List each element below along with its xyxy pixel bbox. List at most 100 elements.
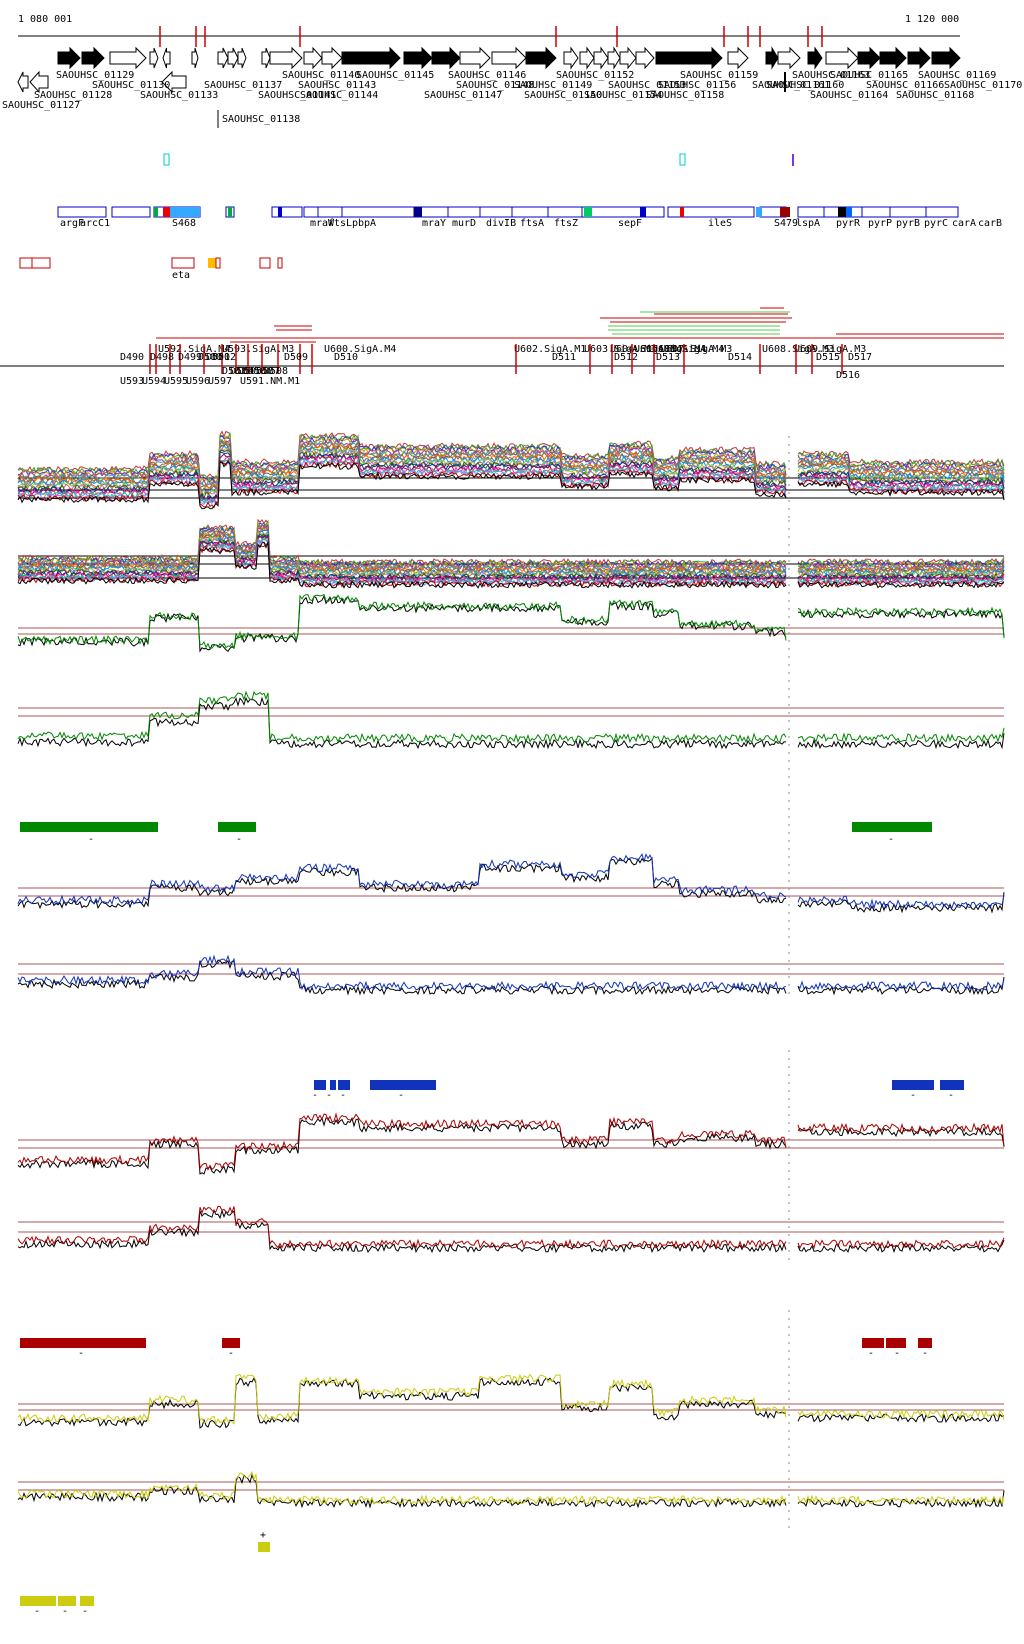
gene-arrow — [261, 47, 271, 69]
annotation-fill — [163, 207, 170, 217]
d-label: D512 — [614, 352, 638, 363]
region-sign-marker: - — [78, 1348, 84, 1359]
feature-marker — [163, 153, 170, 166]
annotation-label: S468 — [172, 218, 196, 229]
gene-label: SAOUHSC_01145 — [356, 70, 434, 81]
gene-arrow — [857, 46, 881, 70]
d-label: D505 — [238, 366, 262, 377]
region-sign-marker: - — [868, 1348, 874, 1359]
expression-profile-yellow — [17, 1470, 1005, 1506]
region-sign-marker: - — [340, 1090, 346, 1101]
tss-label: U609.SigA.M3 — [794, 344, 866, 355]
gene-arrow — [162, 47, 171, 69]
gene-label: SAOUHSC_01150 — [524, 90, 602, 101]
expression-profile — [17, 460, 1005, 510]
expression-profile-reference — [17, 1208, 1005, 1254]
expression-profile-reference — [17, 1473, 1005, 1509]
region-sign-marker: - — [312, 1090, 318, 1101]
expression-profile — [17, 453, 1005, 502]
gene-label: SAOUHSC_01160 — [766, 80, 844, 91]
gene-label: SAOUHSC_01143 — [298, 80, 376, 91]
region-block-red — [222, 1338, 240, 1348]
gene-arrow — [321, 46, 343, 70]
annotation-fill — [780, 207, 790, 217]
expression-profile-reference — [17, 856, 1005, 914]
annotation-label: mraW — [310, 218, 335, 229]
gene-arrow — [563, 46, 579, 70]
gene-arrow — [491, 46, 527, 70]
gene-arrow — [619, 46, 637, 70]
annotation-label: pyrR — [836, 218, 861, 229]
region-block-yellow — [20, 1596, 56, 1606]
tss-label: U608.SigA.M3 — [762, 344, 834, 355]
annotation-label: sepF — [618, 218, 642, 229]
annotation-box — [581, 206, 665, 218]
tss-label: U602.SigA.M1 — [514, 344, 586, 355]
gene-arrow — [459, 46, 491, 70]
region-sign-marker: - — [948, 1090, 954, 1101]
tss-label: U605.SigA.M4 — [634, 344, 706, 355]
gene-arrow — [579, 46, 595, 70]
expression-profile-reference — [17, 1376, 1005, 1429]
gene-label: SAOUHSC_01149 — [514, 80, 592, 91]
small-rna-box — [208, 258, 216, 268]
region-sign-marker: - — [910, 1090, 916, 1101]
annotation-fill — [838, 207, 846, 217]
expression-profile — [17, 459, 1005, 508]
tss-label: U595 — [164, 376, 188, 387]
gene-label: SAOUHSC_01169 — [918, 70, 996, 81]
region-sign-marker: - — [82, 1606, 88, 1617]
annotation-box — [547, 206, 583, 218]
annotation-fill — [756, 207, 762, 217]
tss-label: U606.SigA.M4 — [652, 344, 724, 355]
coordinate-start-label: 1 080 001 — [18, 14, 72, 25]
annotation-box — [511, 206, 549, 218]
gene-label: SAOUHSC_01170 — [944, 80, 1022, 91]
annotation-fill — [680, 207, 684, 217]
d-label: D515 — [816, 352, 840, 363]
annotation-box — [317, 206, 343, 218]
gene-arrow — [593, 46, 609, 70]
coordinate-end-label: 1 120 000 — [905, 14, 959, 25]
gene-arrow — [217, 47, 229, 69]
gene-label: SAOUHSC_01141 — [258, 90, 336, 101]
gene-arrow — [931, 46, 961, 70]
tss-label: U603.SigA.M3 — [584, 344, 656, 355]
gene-label: SAOUHSC_01158 — [646, 90, 724, 101]
gene-label: SAOUHSC_01159 — [680, 70, 758, 81]
annotation-fill — [154, 207, 158, 217]
region-block-blue — [940, 1080, 964, 1090]
region-block-blue — [314, 1080, 326, 1090]
annotation-box — [667, 206, 755, 218]
small-rna-box — [277, 257, 283, 269]
gene-label: SAOUHSC_01161 — [752, 80, 830, 91]
expression-profile-red — [17, 1112, 1005, 1172]
expression-profile — [17, 456, 1005, 504]
gene-arrow — [57, 46, 81, 70]
annotation-box — [447, 206, 481, 218]
tss-label: U593.SigA.M3 — [222, 344, 294, 355]
annotation-label: ftsA — [520, 218, 544, 229]
region-sign-marker: - — [34, 1606, 40, 1617]
annotation-label: lspA — [796, 218, 820, 229]
d-label: D490 — [120, 352, 144, 363]
gene-arrow — [635, 46, 655, 70]
gene-label: SAOUHSC_01166 — [866, 80, 944, 91]
d-label: D516 — [836, 370, 860, 381]
annotation-label: pbpA — [352, 218, 376, 229]
gene-label: SAOUHSC_01137 — [204, 80, 282, 91]
gene-arrow — [879, 46, 907, 70]
annotation-label: murD — [452, 218, 476, 229]
annotation-label: ftsZ — [554, 218, 578, 229]
d-label: D503 — [222, 366, 246, 377]
annotation-fill — [584, 207, 592, 217]
gene-arrow — [777, 46, 801, 70]
region-sign-marker: + — [260, 1530, 266, 1541]
region-sign-marker: - — [62, 1606, 68, 1617]
expression-profile-red — [17, 1205, 1005, 1250]
expression-profile-yellow — [17, 1373, 1005, 1425]
region-sign-marker: - — [922, 1348, 928, 1359]
d-label: D508 — [264, 366, 288, 377]
tss-label: U591.NM.M1 — [240, 376, 300, 387]
